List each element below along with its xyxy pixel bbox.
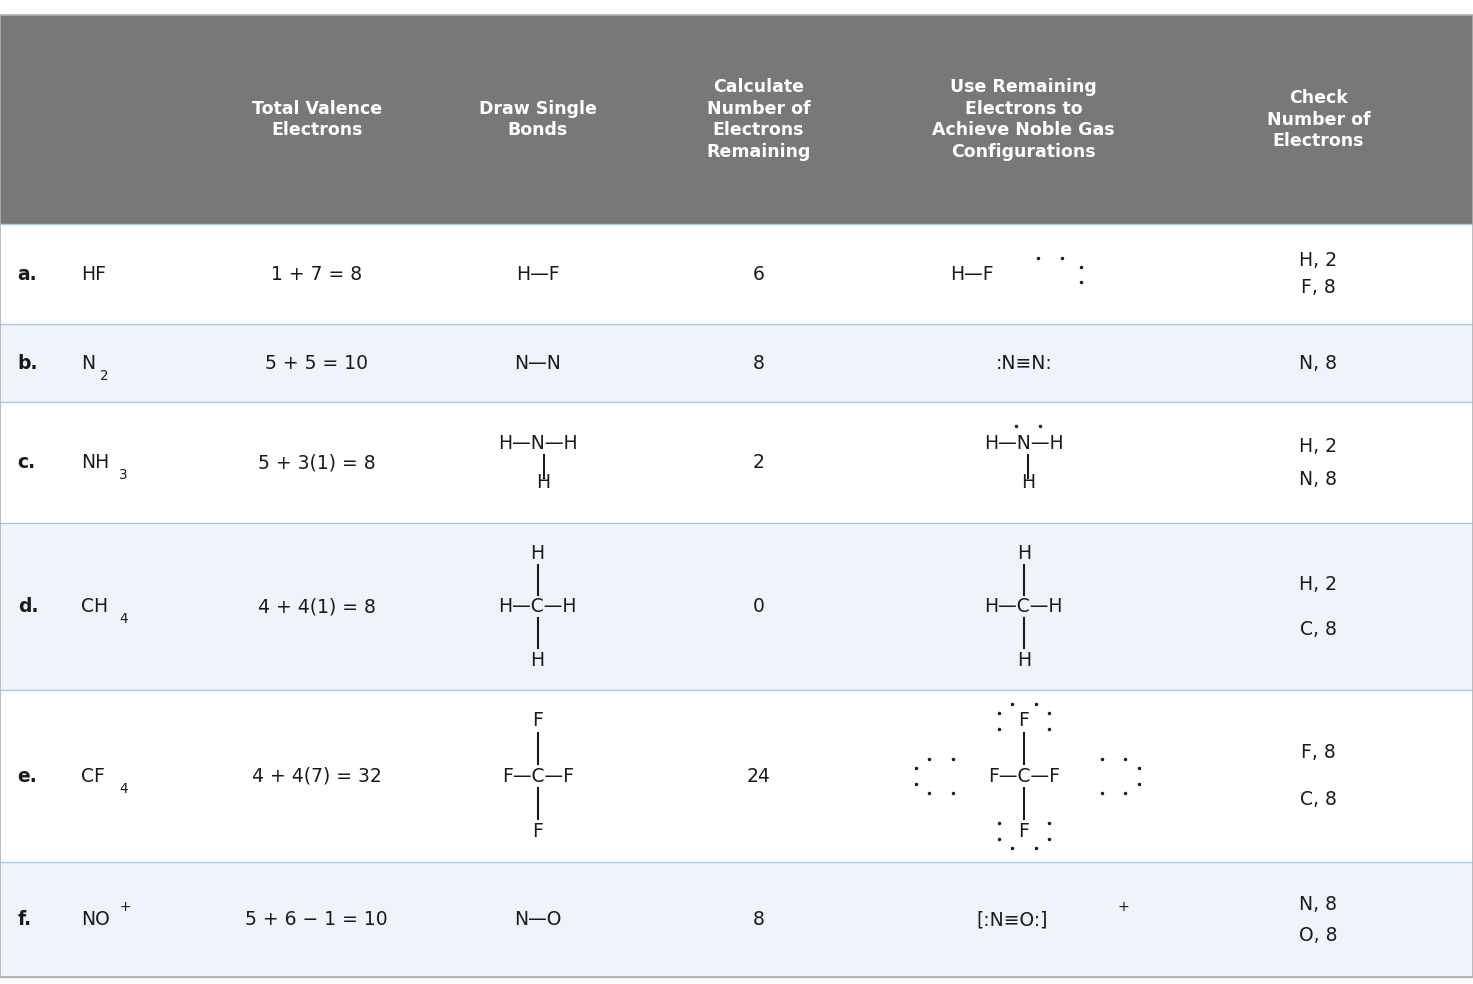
Text: 5 + 6 − 1 = 10: 5 + 6 − 1 = 10 [246, 910, 387, 929]
Text: d.: d. [18, 597, 38, 616]
Text: 5 + 5 = 10: 5 + 5 = 10 [265, 353, 368, 373]
Text: 2: 2 [100, 369, 109, 383]
Text: H—C—H: H—C—H [984, 597, 1064, 616]
Text: N, 8: N, 8 [1299, 469, 1337, 488]
Text: NO: NO [81, 910, 110, 929]
Text: :N≡N:: :N≡N: [996, 353, 1052, 373]
Text: Calculate
Number of
Electrons
Remaining: Calculate Number of Electrons Remaining [707, 79, 810, 160]
Text: O, 8: O, 8 [1299, 926, 1337, 945]
Text: H: H [1016, 544, 1031, 563]
Text: CH: CH [81, 597, 108, 616]
Text: [:N≡O:]: [:N≡O:] [977, 910, 1047, 929]
Text: F: F [1018, 822, 1030, 840]
Bar [0, 325, 1473, 401]
Text: F: F [532, 822, 544, 840]
Text: a.: a. [18, 265, 37, 284]
Text: Total Valence
Electrons: Total Valence Electrons [252, 99, 382, 140]
Text: C, 8: C, 8 [1299, 620, 1337, 639]
Text: F, 8: F, 8 [1301, 278, 1336, 297]
Text: N: N [81, 353, 96, 373]
Text: 3: 3 [119, 468, 128, 482]
Text: Check
Number of
Electrons: Check Number of Electrons [1267, 90, 1370, 151]
Text: H: H [1021, 472, 1036, 492]
Bar [0, 862, 1473, 977]
Text: +: + [119, 899, 131, 914]
Text: N—O: N—O [514, 910, 561, 929]
Text: H—N—H: H—N—H [498, 434, 577, 453]
Bar [0, 15, 1473, 224]
Text: Draw Single
Bonds: Draw Single Bonds [479, 99, 597, 140]
Text: HF: HF [81, 265, 106, 284]
Text: H, 2: H, 2 [1299, 437, 1337, 456]
Text: 24: 24 [747, 767, 770, 785]
Text: F, 8: F, 8 [1301, 743, 1336, 763]
Text: F: F [1018, 711, 1030, 730]
Text: H—F: H—F [950, 265, 994, 284]
Text: 4: 4 [119, 612, 128, 627]
Text: 2: 2 [753, 453, 764, 472]
Text: c.: c. [18, 453, 35, 472]
Text: H: H [1016, 650, 1031, 669]
Text: H: H [536, 472, 551, 492]
Text: F—C—F: F—C—F [502, 767, 573, 785]
Text: F: F [532, 711, 544, 730]
Text: 5 + 3(1) = 8: 5 + 3(1) = 8 [258, 453, 376, 472]
Text: 1 + 7 = 8: 1 + 7 = 8 [271, 265, 362, 284]
Text: 6: 6 [753, 265, 764, 284]
Text: Use Remaining
Electrons to
Achieve Noble Gas
Configurations: Use Remaining Electrons to Achieve Noble… [932, 79, 1115, 160]
Text: f.: f. [18, 910, 32, 929]
Text: 8: 8 [753, 910, 764, 929]
Text: 4 + 4(1) = 8: 4 + 4(1) = 8 [258, 597, 376, 616]
Text: N—N: N—N [514, 353, 561, 373]
Text: F—C—F: F—C—F [988, 767, 1059, 785]
Text: H—N—H: H—N—H [984, 434, 1064, 453]
Text: 8: 8 [753, 353, 764, 373]
Text: 0: 0 [753, 597, 764, 616]
Text: CF: CF [81, 767, 105, 785]
Text: NH: NH [81, 453, 109, 472]
Text: H, 2: H, 2 [1299, 575, 1337, 593]
Text: 4 + 4(7) = 32: 4 + 4(7) = 32 [252, 767, 382, 785]
Text: e.: e. [18, 767, 37, 785]
Text: +: + [1118, 899, 1130, 914]
Text: b.: b. [18, 353, 38, 373]
Text: H—C—H: H—C—H [498, 597, 577, 616]
Text: C, 8: C, 8 [1299, 790, 1337, 809]
Text: N, 8: N, 8 [1299, 894, 1337, 913]
Text: H: H [530, 544, 545, 563]
Text: H, 2: H, 2 [1299, 252, 1337, 271]
Text: N, 8: N, 8 [1299, 353, 1337, 373]
Text: H: H [530, 650, 545, 669]
Text: H—F: H—F [516, 265, 560, 284]
Bar [0, 523, 1473, 690]
Text: 4: 4 [119, 782, 128, 796]
